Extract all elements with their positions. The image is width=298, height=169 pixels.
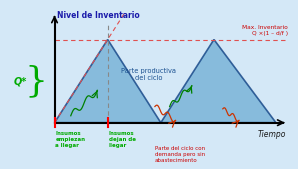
Text: Insumos
empiezan
a llegar: Insumos empiezan a llegar [55,131,86,148]
Polygon shape [161,40,276,123]
Text: Max. Inventario
Q ×(1 – d/f ): Max. Inventario Q ×(1 – d/f ) [242,25,288,36]
Text: }: } [24,64,47,98]
Text: Insumos
dejan de
llegar: Insumos dejan de llegar [108,131,136,148]
Text: Parte del ciclo con
demanda pero sin
abastecimiento: Parte del ciclo con demanda pero sin aba… [155,146,205,163]
Text: Nivel de Inventario: Nivel de Inventario [58,11,140,20]
Text: Tiempo: Tiempo [258,130,286,139]
Polygon shape [55,40,161,123]
Text: Q*: Q* [14,76,27,86]
Text: Parte productiva
del ciclo: Parte productiva del ciclo [122,68,176,81]
